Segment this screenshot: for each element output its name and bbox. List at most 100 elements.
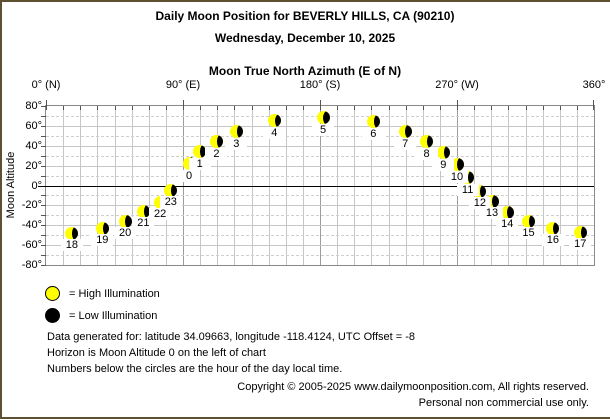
y-axis-tick: [41, 265, 46, 266]
hour-label: 7: [394, 137, 417, 150]
horizontal-gridline: [46, 155, 594, 157]
high-illumination-moon-icon: [45, 286, 60, 301]
moon-marker: [366, 115, 380, 129]
page-subtitle: Wednesday, December 10, 2025: [214, 31, 396, 45]
y-axis-tick: [41, 155, 46, 157]
hour-label: 22: [149, 208, 172, 221]
y-axis-tick: [41, 255, 46, 257]
y-axis-tick-label: -40°: [21, 219, 42, 232]
x-axis-minor-tick: [183, 106, 184, 110]
hour-label: 8: [415, 147, 438, 160]
moon-marker: [573, 225, 587, 239]
y-axis-tick-label: -20°: [21, 199, 42, 212]
horizontal-gridline: [46, 175, 594, 177]
horizontal-gridline: [46, 145, 594, 147]
hour-label: 6: [362, 127, 385, 140]
horizontal-gridline: [46, 215, 594, 217]
x-axis-minor-tick: [337, 106, 339, 110]
hour-label: 0: [178, 169, 201, 182]
moon-marker: [136, 204, 150, 218]
horizontal-gridline: [46, 235, 594, 237]
x-axis-minor-tick: [148, 106, 150, 110]
y-axis-tick-label: -80°: [21, 259, 42, 271]
x-axis-major-tick: [320, 100, 321, 106]
x-axis-minor-tick: [165, 106, 167, 110]
x-axis-minor-tick: [491, 106, 493, 110]
y-axis-tick-label: 0°: [31, 179, 42, 192]
hour-label: 13: [481, 207, 503, 220]
moon-marker: [65, 226, 79, 240]
y-axis-tick-label: -60°: [21, 239, 42, 252]
copyright-footer: Copyright © 2005-2025 www.dailymoonposit…: [237, 379, 589, 411]
note-horizon: Horizon is Moon Altitude 0 on the left o…: [47, 347, 266, 359]
x-axis-minor-tick: [285, 106, 287, 110]
legend-low-illumination: = Low Illumination: [45, 308, 157, 323]
y-axis-tick: [41, 175, 46, 177]
horizontal-gridline: [46, 165, 594, 167]
moon-marker: [500, 205, 514, 219]
x-axis-tick-label: 360°: [582, 79, 606, 91]
moon-marker: [316, 111, 330, 125]
horizontal-gridline: [46, 135, 594, 137]
x-axis-minor-tick: [80, 106, 82, 110]
y-axis-tick-label: 40°: [25, 139, 42, 152]
x-axis-minor-tick: [388, 106, 390, 110]
x-axis-major-tick: [593, 100, 594, 106]
horizontal-gridline: [46, 225, 594, 227]
horizontal-gridline: [46, 195, 594, 197]
usage-line: Personal non commercial use only.: [418, 397, 589, 409]
x-axis-minor-tick: [46, 106, 47, 110]
x-axis-minor-tick: [559, 106, 561, 110]
y-axis-tick: [41, 165, 46, 167]
hour-label: 2: [205, 147, 228, 160]
hour-label: 12: [468, 197, 491, 210]
legend-high-illumination: = High Illumination: [45, 286, 160, 301]
chart-plot-area: 0 1 2 3 4 5 6 7 8 9 10 11 12 13 14 15 16 17 18 19 20 21 22 23: [38, 100, 595, 266]
x-axis-minor-tick: [439, 106, 441, 110]
page-title: Daily Moon Position for BEVERLY HILLS, C…: [155, 9, 455, 23]
x-axis-minor-tick: [302, 106, 304, 110]
moon-marker: [546, 221, 560, 235]
x-axis-minor-tick: [97, 106, 99, 110]
hour-label: 1: [188, 157, 211, 170]
moon-marker: [95, 221, 109, 235]
hour-label: 4: [263, 126, 286, 139]
x-axis-minor-tick: [474, 106, 476, 110]
y-axis-tick: [41, 145, 46, 147]
moon-marker: [164, 183, 178, 197]
x-axis-title: Moon True North Azimuth (E of N): [208, 64, 402, 78]
hour-label: 5: [312, 123, 335, 136]
moon-marker: [267, 114, 281, 128]
moon-marker: [398, 125, 412, 139]
y-axis-tick: [41, 215, 46, 217]
x-axis-minor-tick: [576, 106, 578, 110]
moon-marker: [436, 146, 450, 160]
x-axis-tick-label: 0° (N): [31, 79, 61, 91]
hour-label: 15: [517, 227, 540, 240]
x-axis-tick-labels: 0° (N) 90° (E) 180° (S) 270° (W) 360°: [2, 79, 608, 93]
x-axis-minor-tick: [114, 106, 116, 110]
x-axis-minor-tick: [457, 106, 458, 110]
horizon-line: [38, 185, 594, 187]
x-axis-minor-tick: [525, 106, 527, 110]
x-axis-tick-label: 90° (E): [165, 79, 201, 91]
legend-high-label: = High Illumination: [69, 287, 160, 300]
x-axis-tick-label: 270° (W): [435, 79, 479, 91]
x-axis-minor-tick: [508, 106, 510, 110]
hour-label: 18: [60, 239, 83, 252]
x-axis-minor-tick: [593, 106, 594, 110]
x-axis-major-tick: [183, 100, 184, 106]
x-axis-minor-tick: [234, 106, 236, 110]
x-axis-minor-tick: [405, 106, 407, 110]
moon-marker: [193, 145, 207, 159]
chart-notes: Data generated for: latitude 34.09663, l…: [47, 329, 415, 377]
y-axis-tick-label: 80°: [25, 100, 42, 112]
y-axis-title: Moon Altitude: [5, 151, 17, 219]
horizontal-gridline: [46, 205, 594, 207]
x-axis-minor-tick: [320, 106, 321, 110]
y-axis-tick: [41, 115, 46, 117]
x-axis-minor-tick: [63, 106, 65, 110]
low-illumination-moon-icon: [45, 308, 60, 323]
x-axis-tick-label: 180° (S): [299, 79, 341, 91]
